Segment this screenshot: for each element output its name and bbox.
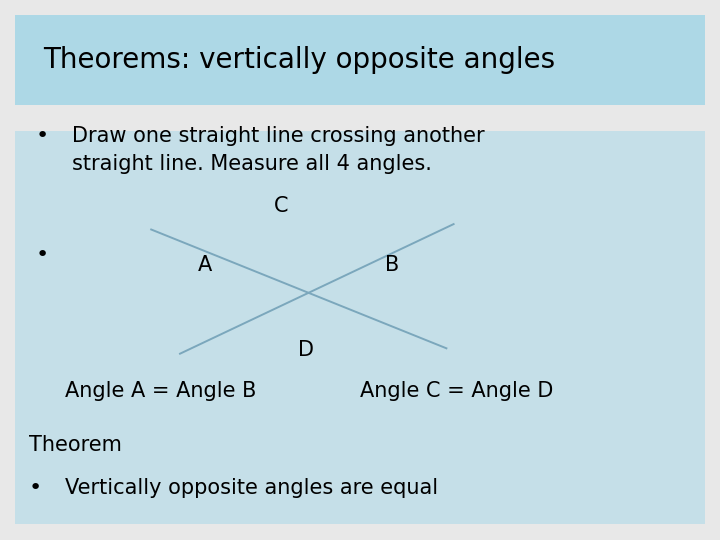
Text: •: • xyxy=(36,126,49,146)
Text: B: B xyxy=(385,254,400,275)
Text: D: D xyxy=(298,340,314,360)
FancyBboxPatch shape xyxy=(15,131,705,524)
Text: •: • xyxy=(36,245,49,265)
Text: Angle A = Angle B: Angle A = Angle B xyxy=(65,381,256,401)
Text: Theorem: Theorem xyxy=(29,435,122,455)
FancyBboxPatch shape xyxy=(15,15,705,105)
Text: Theorems: vertically opposite angles: Theorems: vertically opposite angles xyxy=(43,46,555,74)
Text: Angle C = Angle D: Angle C = Angle D xyxy=(360,381,554,401)
Text: Vertically opposite angles are equal: Vertically opposite angles are equal xyxy=(65,478,438,498)
Text: C: C xyxy=(274,196,288,216)
Text: •: • xyxy=(29,478,42,498)
Text: A: A xyxy=(198,254,212,275)
Text: Draw one straight line crossing another
straight line. Measure all 4 angles.: Draw one straight line crossing another … xyxy=(72,126,485,174)
